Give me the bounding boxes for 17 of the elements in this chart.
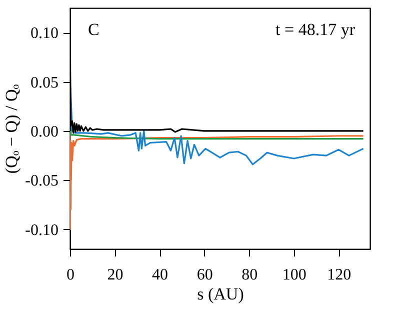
y-tick-label: -0.10 xyxy=(25,222,58,239)
y-tick-label: 0.10 xyxy=(30,25,58,42)
x-tick-label: 20 xyxy=(107,266,124,284)
x-tick-label: 80 xyxy=(242,266,258,284)
x-axis-title: s (AU) xyxy=(197,284,244,304)
x-tick-label: 100 xyxy=(282,266,306,284)
y-tick-label: 0.00 xyxy=(30,123,58,140)
annotation: C xyxy=(88,20,100,39)
x-tick-label: 0 xyxy=(66,266,74,284)
y-tick-label: -0.05 xyxy=(25,172,58,190)
y-tick-label: 0.05 xyxy=(30,74,58,92)
x-tick-label: 120 xyxy=(327,266,352,284)
line-series xyxy=(70,86,364,166)
annotation: t = 48.17 yr xyxy=(276,20,356,39)
y-axis-title: (Qₒ − Q) / Qₒ xyxy=(2,84,22,174)
x-tick-label: 40 xyxy=(152,266,168,284)
x-tick-label: 60 xyxy=(196,266,213,284)
